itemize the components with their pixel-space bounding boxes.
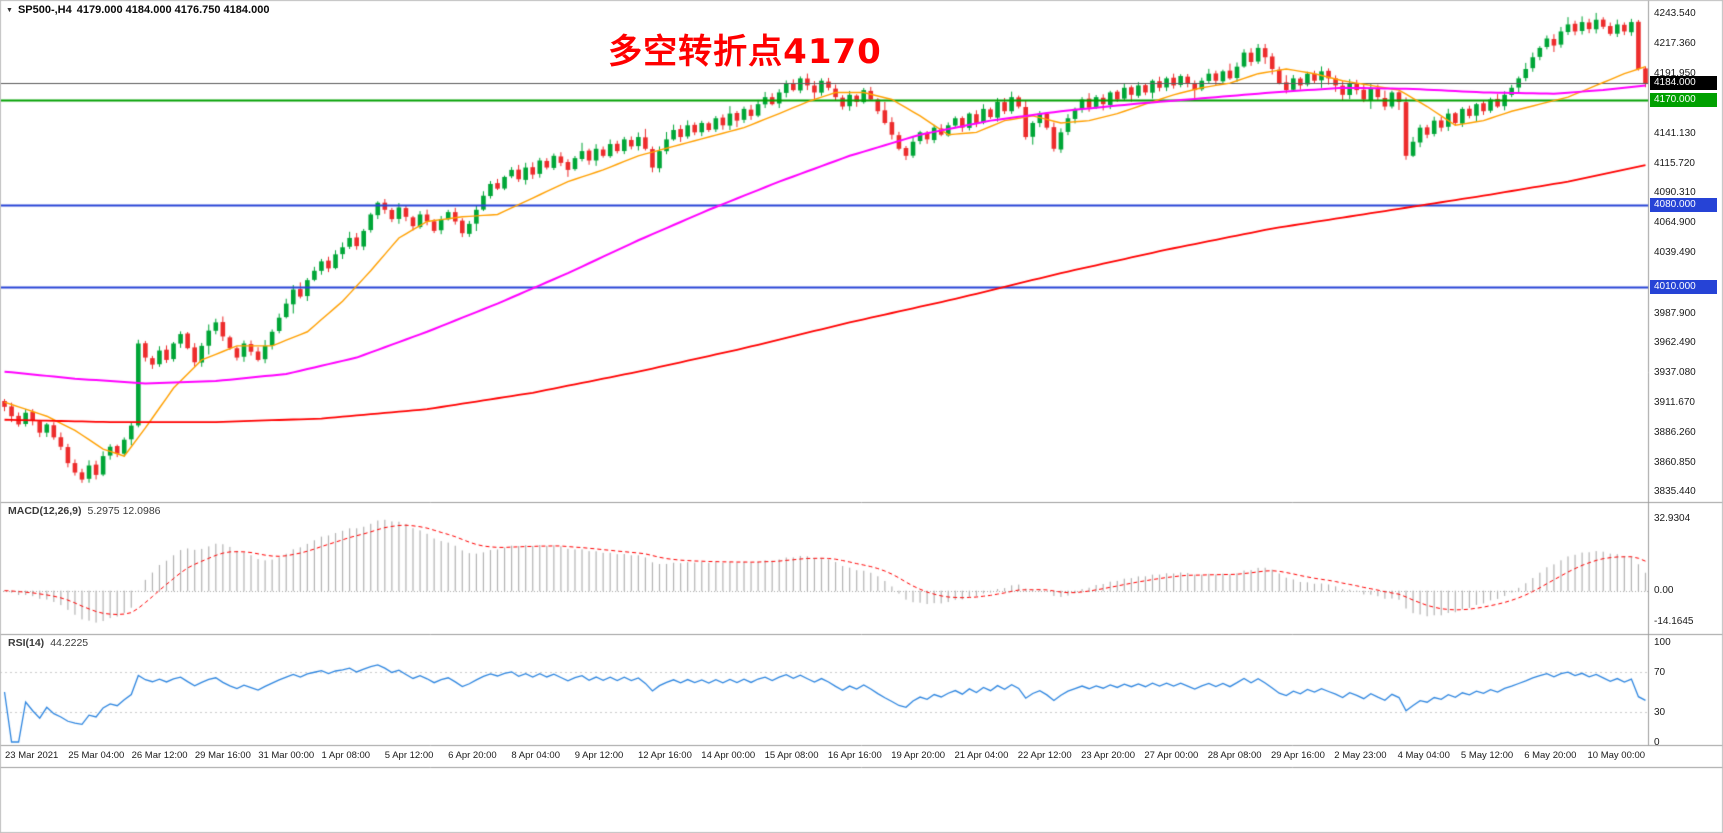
rsi-value: 44.2225: [50, 637, 89, 649]
symbol-title: SP500-,H4: [17, 4, 72, 16]
chart-annotation-text: 多空转折点4170: [608, 32, 882, 72]
macd-indicator-label: MACD(12,26,9) 5.2975 12.0986: [8, 505, 161, 517]
symbol-bar: ▼ SP500-,H4 4179.000 4184.000 4176.750 4…: [6, 4, 269, 16]
macd-name: MACD(12,26,9): [8, 505, 82, 517]
rsi-name: RSI(14): [8, 637, 45, 649]
symbol-dropdown-icon[interactable]: ▼: [6, 6, 13, 14]
symbol-ohlc-values: 4179.000 4184.000 4176.750 4184.000: [76, 4, 270, 16]
macd-values: 5.2975 12.0986: [87, 505, 161, 517]
rsi-indicator-label: RSI(14) 44.2225: [8, 637, 88, 649]
